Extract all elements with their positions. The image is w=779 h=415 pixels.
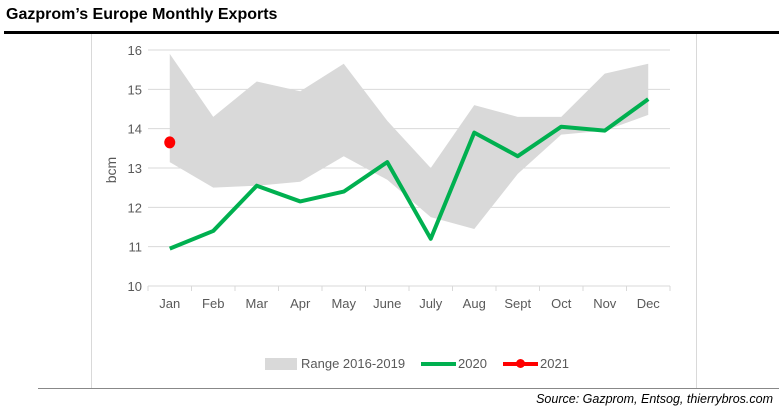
- series-2021-point: [164, 136, 176, 149]
- legend-range-swatch: [265, 357, 297, 370]
- series-2020-line: [168, 97, 650, 251]
- x-tick-label: Mar: [246, 296, 269, 311]
- x-tick-label: Aug: [463, 296, 486, 311]
- y-tick-label: 16: [128, 43, 142, 58]
- y-tick-label: 10: [128, 279, 142, 294]
- x-tick-label: Oct: [551, 296, 572, 311]
- x-tick-label: Feb: [202, 296, 224, 311]
- y-axis-label: bcm: [103, 157, 119, 183]
- chart-frame: [91, 34, 697, 389]
- y-tick-label: 14: [128, 122, 142, 137]
- x-tick-label: July: [419, 296, 443, 311]
- x-tick-label: Sept: [504, 296, 531, 311]
- range-area: [169, 53, 649, 229]
- legend-2020-label: 2020: [458, 356, 487, 371]
- source-note: Source: Gazprom, Entsog, thierrybros.com: [536, 392, 773, 406]
- y-tick-label: 11: [129, 240, 143, 255]
- x-tick-label: Apr: [290, 296, 311, 311]
- legend-range-label: Range 2016-2019: [301, 356, 406, 371]
- footer-rule: [38, 388, 779, 389]
- legend-2021: 2021: [503, 356, 569, 371]
- legend-2021-label: 2021: [540, 356, 569, 371]
- x-tick-label: Dec: [637, 296, 661, 311]
- legend-range: Range 2016-2019: [265, 356, 405, 371]
- x-tick-label: Jan: [159, 296, 180, 311]
- x-tick-label: June: [373, 296, 401, 311]
- y-tick-label: 13: [128, 161, 142, 176]
- chart-title: Gazprom’s Europe Monthly Exports: [6, 6, 278, 23]
- legend-2020: 2020: [421, 356, 487, 371]
- y-tick-label: 15: [128, 82, 142, 97]
- title-rule: [4, 31, 779, 34]
- legend-2020-swatch: [421, 361, 456, 366]
- legend-2021-swatch: [503, 358, 538, 368]
- x-tick-label: Nov: [593, 296, 617, 311]
- y-tick-label: 12: [128, 200, 142, 215]
- x-tick-label: May: [331, 296, 356, 311]
